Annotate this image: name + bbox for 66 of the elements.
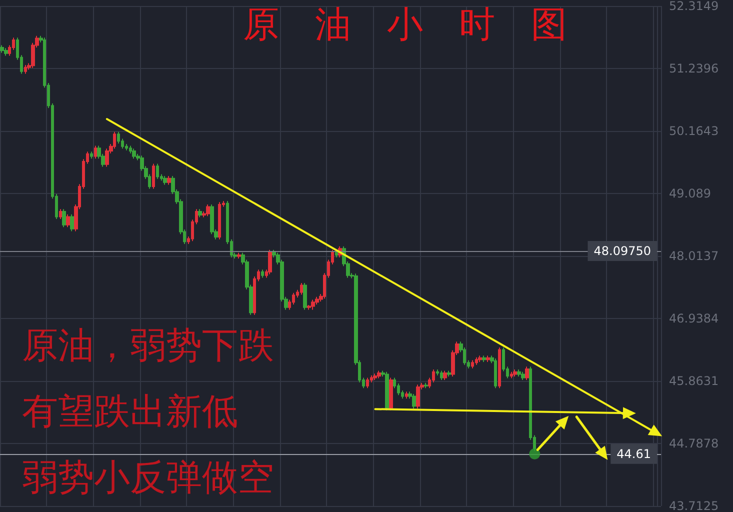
y-tick-label: 44.7878	[669, 436, 719, 450]
candlestick	[24, 64, 27, 74]
candlestick	[237, 252, 241, 260]
candlestick	[416, 384, 420, 409]
candlestick	[405, 391, 408, 400]
ref-line-label: 44.61	[616, 446, 651, 461]
candlestick	[94, 145, 97, 160]
candlestick	[440, 370, 443, 381]
candlestick	[268, 249, 272, 275]
candlestick	[513, 369, 517, 378]
y-tick-label: 43.7125	[669, 499, 719, 512]
candlestick	[436, 369, 439, 376]
candlestick	[4, 48, 8, 56]
candlestick	[385, 371, 389, 411]
candlestick	[366, 377, 369, 389]
candlestick	[443, 370, 447, 381]
y-tick-label: 49.089	[669, 186, 711, 200]
candlestick	[424, 382, 428, 389]
y-tick-label: 51.2396	[669, 62, 719, 76]
annotation: 有望跌出新低	[22, 392, 238, 432]
candlestick	[0, 44, 4, 54]
candlestick	[389, 377, 393, 411]
candlestick	[498, 346, 501, 389]
candlestick	[198, 208, 202, 218]
candlestick	[303, 282, 307, 310]
candlestick	[113, 131, 116, 150]
y-tick-label: 48.0137	[669, 249, 719, 263]
candlestick	[373, 373, 377, 381]
candlestick	[66, 214, 70, 228]
y-tick-label: 46.9384	[669, 312, 719, 326]
candlestick	[510, 371, 513, 379]
candlestick	[156, 163, 159, 180]
candlestick	[521, 371, 525, 381]
candlestick	[163, 176, 167, 186]
y-tick-label: 50.1643	[669, 124, 719, 138]
candlestick	[70, 214, 74, 232]
annotation: 原油，弱势下跌	[22, 326, 274, 366]
candlestick	[90, 151, 93, 160]
candlestick	[494, 358, 497, 389]
candlestick	[475, 356, 478, 366]
candlestick	[311, 299, 315, 310]
candlestick	[412, 393, 416, 409]
candlestick	[59, 208, 62, 220]
candlestick	[167, 176, 171, 186]
candlestick	[486, 355, 490, 362]
candlestick	[525, 366, 529, 381]
candlestick	[517, 369, 521, 378]
candlestick	[152, 163, 155, 190]
candlestick	[261, 269, 264, 278]
ref-line-label: 48.09750	[594, 244, 651, 258]
candlestick	[335, 249, 338, 258]
candlestick	[471, 360, 474, 369]
candlestick	[300, 282, 303, 296]
candlestick	[132, 148, 136, 160]
candlestick	[62, 208, 66, 228]
candlestick	[206, 204, 210, 217]
y-tick-label: 45.8631	[669, 374, 719, 388]
candlestick	[447, 370, 451, 378]
y-tick-label: 52.3149	[669, 0, 719, 13]
candlestick	[105, 148, 109, 168]
candlestick	[482, 355, 486, 362]
chart-title: 原 油 小 时 图	[243, 4, 567, 46]
annotation: 弱势小反弹做空	[22, 458, 274, 498]
candlestick	[377, 370, 381, 379]
candlestick	[218, 202, 221, 240]
candlestick	[478, 355, 482, 362]
